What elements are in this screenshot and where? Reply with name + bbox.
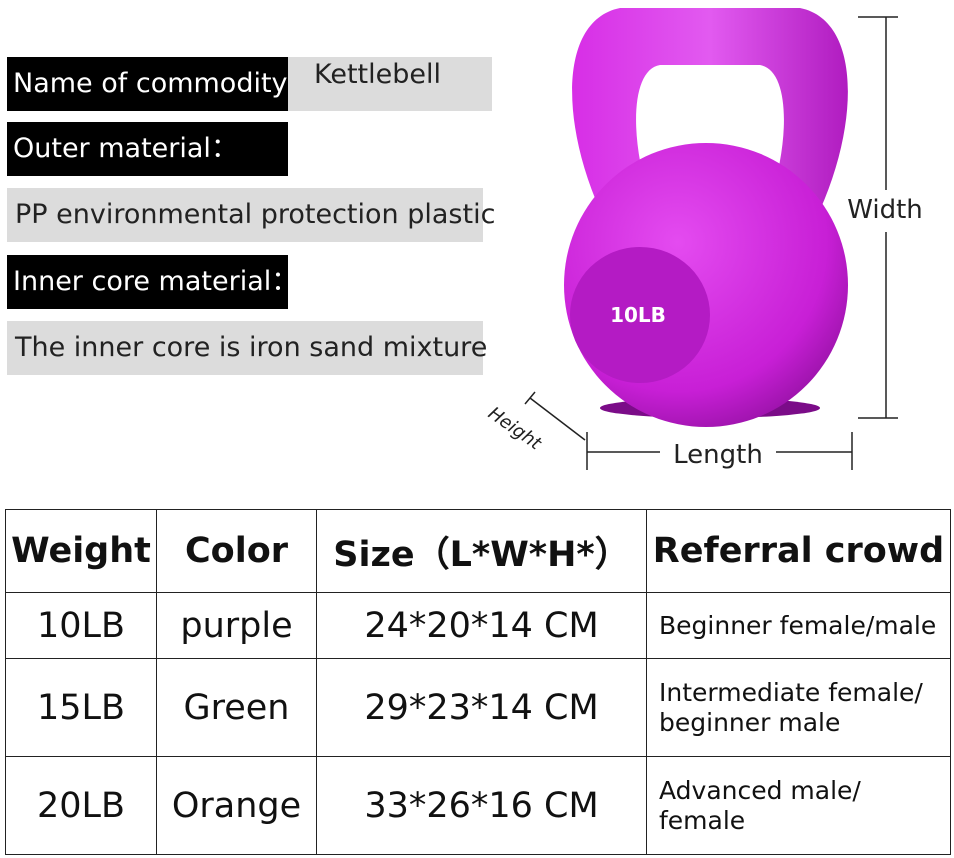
product-illustration: 10LB Width Length Height [484,8,923,470]
spec-value: PP environmental protection plastic [7,188,495,242]
dimension-lines [524,16,898,470]
table-cell: 24*20*14 CM [316,592,647,660]
table-row: Weight Color Size（L*W*H*） Referral crowd [5,508,951,594]
kettlebell-handle [572,8,848,210]
kettlebell-badge [570,247,710,383]
height-label: Height [484,403,546,455]
spec-label: Inner core material： [7,255,298,309]
spec-value: The inner core is iron sand mixture [7,321,487,375]
table-cell: Advanced male/ female [646,756,951,855]
table-cell: Green [156,658,317,758]
spec-label: Outer material： [7,122,288,176]
table-cell: 15LB [5,658,157,758]
table-cell: 29*23*14 CM [316,658,647,758]
table-cell: Orange [156,756,317,855]
table-cell: 20LB [5,756,157,855]
table-cell: 33*26*16 CM [316,756,647,855]
table-row: 20LB Orange 33*26*16 CM Advanced male/ fema… [5,756,951,855]
spec-table: Weight Color Size（L*W*H*） Referral crowd 10L… [5,508,951,855]
spec-label: Name of commodity： [7,57,315,111]
table-row: 15LB Green 29*23*14 CM Intermediate female/… [5,658,951,758]
table-cell: Beginner female/male [646,592,951,660]
table-cell: Intermediate female/ beginner male [646,658,951,758]
length-label: Length [673,440,763,470]
table-cell: Color [156,508,317,594]
width-label: Width [847,195,923,225]
table-cell: purple [156,592,317,660]
table-cell: Referral crowd [646,508,951,594]
table-row: 10LB purple 24*20*14 CM Beginner female/mal… [5,592,951,660]
spec-value: Kettlebell [288,57,492,111]
badge-text: 10LB [610,303,666,327]
table-cell: Weight [5,508,157,594]
table-cell: 10LB [5,592,157,660]
table-cell: Size（L*W*H*） [316,508,647,594]
